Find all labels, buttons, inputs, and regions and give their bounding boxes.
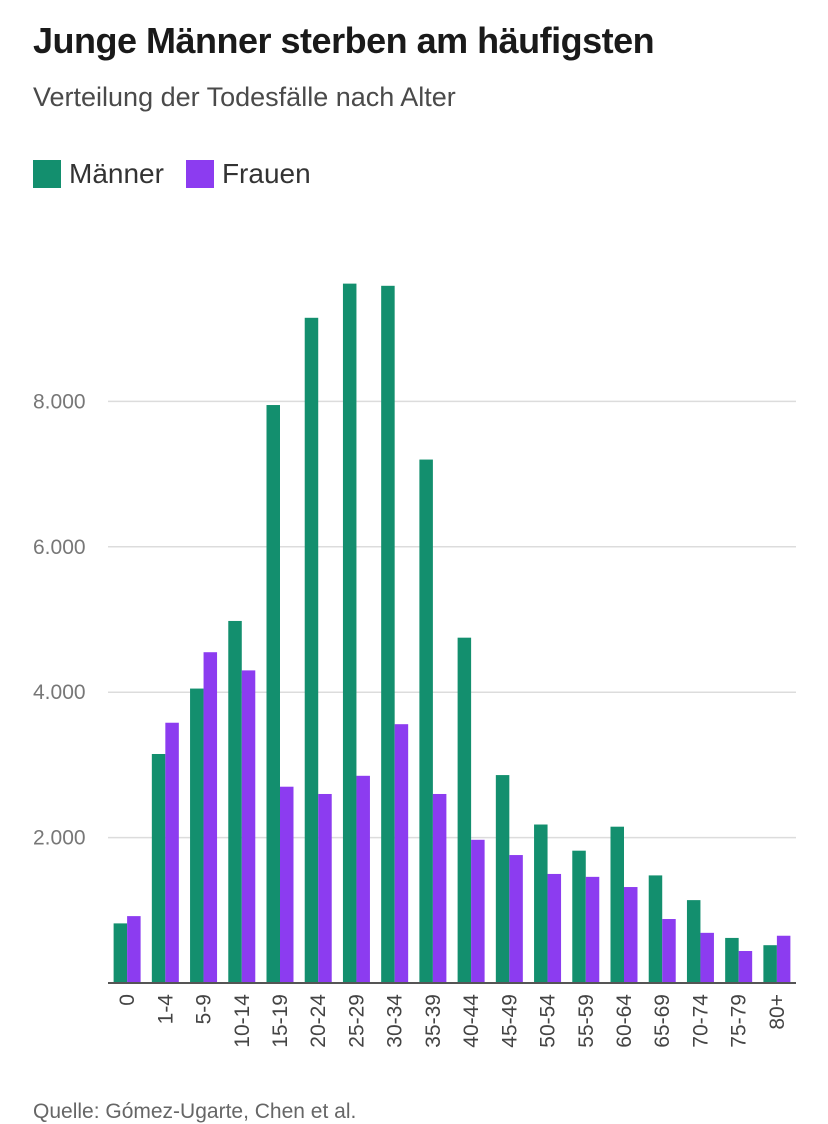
- x-tick-label: 65-69: [651, 994, 674, 1048]
- bar-maenner: [113, 923, 128, 983]
- source-note: Quelle: Gómez-Ugarte, Chen et al.: [33, 1100, 357, 1123]
- x-tick-label: 40-44: [460, 994, 483, 1048]
- legend-label-maenner: Männer: [69, 158, 164, 189]
- bar-maenner: [572, 850, 586, 983]
- bar-maenner: [610, 826, 624, 983]
- bar-frauen: [547, 873, 562, 983]
- bar-maenner: [266, 405, 280, 983]
- x-tick-label: 45-49: [498, 994, 521, 1048]
- bar-chart: 2.000 4.000 6.000 8.000 0 1-4 5-9 10-14 15-19 20-…: [33, 283, 796, 1048]
- chart-title: Junge Männer sterben am häufigsten: [33, 20, 655, 61]
- bar-frauen: [241, 670, 256, 983]
- bar-frauen: [776, 935, 791, 983]
- bar-frauen: [700, 932, 714, 983]
- x-tick-label: 20-24: [307, 994, 330, 1048]
- x-tick-label: 25-29: [345, 994, 368, 1048]
- bar-frauen: [394, 724, 409, 983]
- bar-maenner: [381, 285, 395, 983]
- legend-label-frauen: Frauen: [221, 158, 311, 189]
- y-tick-label: 6.000: [33, 536, 86, 559]
- x-tick-label: 0: [116, 994, 139, 1006]
- bar-maenner: [534, 824, 548, 983]
- x-tick-label: 1-4: [154, 994, 177, 1025]
- bar-maenner: [648, 875, 663, 983]
- y-tick-label: 2.000: [33, 827, 86, 850]
- x-tick-label: 10-14: [231, 994, 254, 1048]
- bar-maenner: [342, 283, 357, 984]
- x-tick-label: 55-59: [575, 994, 598, 1048]
- bar-maenner: [151, 753, 166, 983]
- bar-maenner: [686, 900, 701, 983]
- legend-swatch-maenner: [33, 160, 61, 188]
- bar-maenner: [419, 459, 433, 983]
- bar-frauen: [432, 793, 447, 983]
- bar-frauen: [738, 951, 753, 983]
- bar-maenner: [457, 637, 472, 983]
- x-tick-label: 30-34: [384, 994, 407, 1048]
- x-tick-label: 70-74: [689, 994, 712, 1048]
- bar-frauen: [509, 855, 523, 983]
- x-tick-label: 15-19: [269, 994, 292, 1048]
- bar-frauen: [127, 916, 141, 983]
- bar-frauen: [662, 919, 676, 983]
- legend-item-frauen: Frauen: [185, 158, 311, 190]
- legend: Männer Frauen: [33, 158, 333, 190]
- x-tick-label: 5-9: [193, 994, 216, 1024]
- bar-frauen: [203, 652, 218, 983]
- bar-frauen: [585, 876, 600, 983]
- legend-item-maenner: Männer: [33, 158, 164, 190]
- bar-frauen: [165, 722, 179, 983]
- bar-frauen: [318, 793, 332, 983]
- x-tick-label: 60-64: [613, 994, 636, 1048]
- bar-frauen: [624, 887, 638, 983]
- bar-maenner: [763, 945, 777, 983]
- x-tick-label: 75-79: [728, 994, 751, 1048]
- bar-maenner: [190, 688, 204, 983]
- bar-maenner: [228, 620, 242, 983]
- bar-frauen: [471, 839, 485, 983]
- legend-swatch-frauen: [185, 160, 214, 188]
- bar-maenner: [304, 317, 319, 983]
- chart-subtitle: Verteilung der Todesfälle nach Alter: [33, 82, 456, 112]
- x-tick-label: 80+: [766, 994, 789, 1030]
- bar-frauen: [356, 775, 370, 983]
- y-tick-label: 8.000: [33, 390, 86, 413]
- x-tick-label: 50-54: [537, 994, 560, 1048]
- bar-maenner: [495, 775, 510, 983]
- bar-frauen: [280, 786, 294, 983]
- bar-maenner: [725, 937, 739, 983]
- y-tick-label: 4.000: [33, 681, 86, 704]
- x-tick-label: 35-39: [422, 994, 445, 1048]
